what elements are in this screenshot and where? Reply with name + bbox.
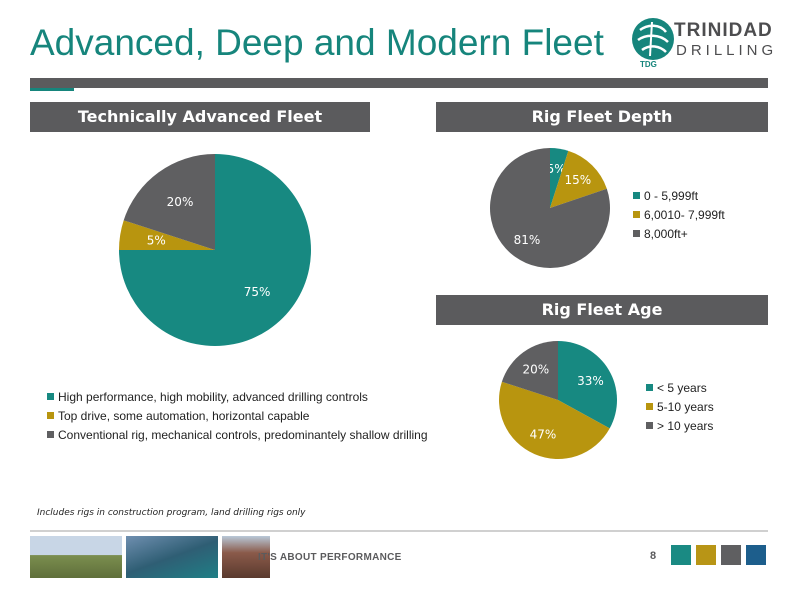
title-rule bbox=[30, 78, 768, 88]
footer-square bbox=[671, 545, 691, 565]
rig-fleet-depth-header: Rig Fleet Depth bbox=[436, 102, 768, 132]
legend-swatch bbox=[646, 384, 653, 391]
logo-tag: TDG bbox=[640, 60, 657, 69]
rig-fleet-depth-pie: 5%15% 81% bbox=[490, 148, 610, 268]
footer-photos bbox=[30, 536, 270, 578]
rig-fleet-age-header: Rig Fleet Age bbox=[436, 295, 768, 325]
footer-square bbox=[746, 545, 766, 565]
footer-square bbox=[696, 545, 716, 565]
page-title: Advanced, Deep and Modern Fleet bbox=[30, 22, 604, 63]
legend-item-age-5-10: 5-10 years bbox=[646, 397, 714, 416]
technically-advanced-fleet-header: Technically Advanced Fleet bbox=[30, 102, 370, 132]
slice-data-label: 20% bbox=[167, 195, 194, 209]
legend-item-age-under-5: < 5 years bbox=[646, 378, 714, 397]
slice-data-label: 81% bbox=[514, 233, 541, 247]
pie-slice-8-000ft bbox=[490, 148, 610, 268]
legend-swatch bbox=[47, 412, 54, 419]
pie-slice-top-drive-some-automation-horizontal-capable bbox=[119, 220, 215, 250]
logo-word-drilling: DRILLING bbox=[676, 42, 778, 59]
pie-slice-6-0010-7-999ft bbox=[550, 150, 607, 208]
legend-label: Top drive, some automation, horizontal c… bbox=[58, 408, 310, 423]
slice-data-label: 75% bbox=[244, 285, 271, 299]
slice-data-label: 20% bbox=[522, 362, 549, 376]
legend-label: > 10 years bbox=[657, 418, 714, 433]
footer-square bbox=[721, 545, 741, 565]
pie-slice-conventional-rig-mechanical-controls-predominantely-shallow-drilling bbox=[123, 154, 215, 250]
slice-data-label: 5% bbox=[147, 234, 166, 248]
derrick-photo bbox=[222, 536, 270, 578]
title-rule-accent bbox=[30, 88, 74, 91]
technically-advanced-fleet-pie: 75% 5% 20% bbox=[119, 154, 311, 346]
legend-label: Conventional rig, mechanical controls, p… bbox=[58, 427, 428, 442]
legend-item-depth-6000: 6,0010- 7,999ft bbox=[633, 205, 725, 224]
legend-label: High performance, high mobility, advance… bbox=[58, 389, 368, 404]
legend-swatch bbox=[47, 393, 54, 400]
technically-advanced-fleet-legend: High performance, high mobility, advance… bbox=[47, 387, 428, 444]
legend-item-top-drive: Top drive, some automation, horizontal c… bbox=[47, 406, 428, 425]
slice-data-label: 47% bbox=[530, 428, 557, 442]
page-number: 8 bbox=[650, 550, 657, 562]
pie-slice-5-years bbox=[558, 341, 617, 429]
landscape-photo bbox=[30, 536, 122, 578]
footer-rule bbox=[30, 530, 768, 532]
legend-swatch bbox=[47, 431, 54, 438]
legend-label: 5-10 years bbox=[657, 399, 714, 414]
footer-color-squares bbox=[671, 545, 766, 565]
legend-item-high-performance: High performance, high mobility, advance… bbox=[47, 387, 428, 406]
legend-item-depth-8000: 8,000ft+ bbox=[633, 224, 725, 243]
legend-label: 8,000ft+ bbox=[644, 226, 688, 241]
legend-swatch bbox=[646, 422, 653, 429]
slice-data-label: 15% bbox=[564, 173, 591, 187]
slice-data-label: 33% bbox=[577, 374, 604, 388]
company-logo: TRINIDAD DRILLING TDG bbox=[626, 14, 776, 76]
legend-swatch bbox=[633, 211, 640, 218]
rig-fleet-depth-legend: 0 - 5,999ft 6,0010- 7,999ft 8,000ft+ bbox=[633, 186, 725, 243]
logo-word-trinidad: TRINIDAD bbox=[674, 20, 773, 41]
legend-label: 0 - 5,999ft bbox=[644, 188, 699, 203]
tagline: IT'S ABOUT PERFORMANCE bbox=[258, 552, 402, 563]
legend-swatch bbox=[646, 403, 653, 410]
rig-fleet-age-legend: < 5 years 5-10 years > 10 years bbox=[646, 378, 714, 435]
legend-label: < 5 years bbox=[657, 380, 707, 395]
pie-slice-0-5-999ft bbox=[550, 148, 569, 208]
legend-swatch bbox=[633, 230, 640, 237]
globe-logo-icon bbox=[632, 18, 674, 60]
legend-item-conventional: Conventional rig, mechanical controls, p… bbox=[47, 425, 428, 444]
legend-label: 6,0010- 7,999ft bbox=[644, 207, 725, 222]
legend-item-age-over-10: > 10 years bbox=[646, 416, 714, 435]
slice-data-label: 5% bbox=[547, 162, 566, 176]
rig-photo bbox=[126, 536, 218, 578]
footnote: Includes rigs in construction program, l… bbox=[37, 508, 306, 518]
rig-fleet-age-pie: 33% 47% 20% bbox=[499, 341, 617, 459]
pie-slice-10-years bbox=[501, 341, 558, 400]
legend-item-depth-0: 0 - 5,999ft bbox=[633, 186, 725, 205]
legend-swatch bbox=[633, 192, 640, 199]
pie-slice-5-10-years bbox=[499, 381, 610, 459]
